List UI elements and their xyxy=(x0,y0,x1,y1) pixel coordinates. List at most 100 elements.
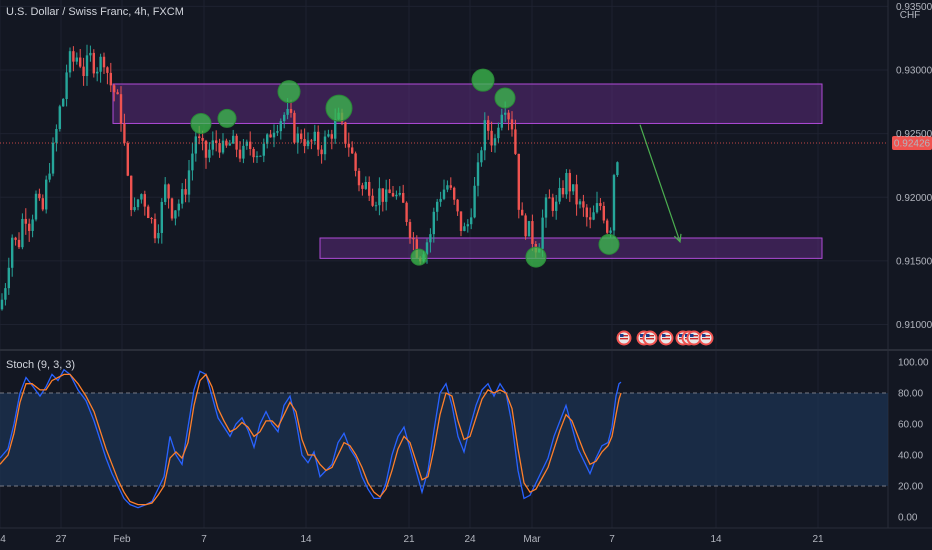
price-tick-label: 0.91000 xyxy=(896,320,932,331)
us-flag-icon[interactable] xyxy=(616,330,632,346)
stoch-tick-label: 20.00 xyxy=(898,482,923,493)
flag-icon-canton xyxy=(679,334,683,337)
time-tick-label: 7 xyxy=(201,534,207,545)
candle-body xyxy=(147,206,150,219)
candle-body xyxy=(378,188,381,206)
candle-body xyxy=(266,134,269,144)
last-price-tag xyxy=(892,136,932,151)
flag-icon-stripe xyxy=(662,338,670,340)
candle-body xyxy=(306,140,310,147)
candle xyxy=(96,67,99,82)
candle xyxy=(164,177,167,206)
candle-body xyxy=(75,57,78,62)
projection-arrow xyxy=(639,124,681,243)
candle-body xyxy=(187,170,191,195)
price-tick-label: 0.91500 xyxy=(896,256,932,267)
candle xyxy=(439,191,442,207)
candle-body xyxy=(296,133,299,143)
candle-body xyxy=(439,198,442,202)
candle xyxy=(473,176,476,219)
stoch-tick-label: 0.00 xyxy=(898,513,918,524)
candle xyxy=(558,177,561,205)
candle xyxy=(177,199,180,217)
candle-body xyxy=(500,114,503,128)
candle-body xyxy=(55,128,58,143)
candle xyxy=(24,208,27,235)
candle-body xyxy=(82,66,85,77)
candle-body xyxy=(470,217,473,225)
candle-body xyxy=(347,143,350,148)
us-flag-icon[interactable] xyxy=(658,330,674,346)
candle xyxy=(361,182,364,196)
candle xyxy=(201,130,204,151)
pattern-marker xyxy=(190,112,212,134)
flag-icon-canton xyxy=(640,334,644,337)
candle-body xyxy=(330,134,333,139)
price-tick-label: 0.93000 xyxy=(896,66,932,77)
candle xyxy=(45,175,48,214)
candle-body xyxy=(323,136,327,155)
us-flag-icon[interactable] xyxy=(642,330,658,346)
candle-body xyxy=(28,223,31,231)
candle xyxy=(34,190,38,222)
time-tick-label: 4 xyxy=(0,534,6,545)
us-flag-icon[interactable] xyxy=(698,330,714,346)
candle xyxy=(99,53,102,83)
candle xyxy=(555,194,558,220)
pattern-marker xyxy=(277,80,301,104)
candle xyxy=(150,217,153,224)
candle xyxy=(119,86,123,132)
candle xyxy=(276,124,279,136)
candle-body xyxy=(221,140,225,153)
flag-icon-canton xyxy=(662,334,666,337)
candle-body xyxy=(327,134,330,137)
candle-body xyxy=(561,187,565,195)
candle-body xyxy=(143,194,146,207)
candle xyxy=(262,138,265,163)
candle xyxy=(599,198,602,211)
candle xyxy=(21,213,24,250)
candle xyxy=(317,125,320,157)
candle xyxy=(517,153,520,219)
candle-body xyxy=(272,132,276,138)
candle-body xyxy=(228,143,231,146)
candle-body xyxy=(31,219,34,231)
candle xyxy=(272,124,276,148)
candle xyxy=(187,159,191,203)
candle-body xyxy=(368,181,371,196)
candle xyxy=(235,133,238,158)
candle-body xyxy=(442,189,446,199)
arrow-head xyxy=(673,233,682,244)
candle xyxy=(259,155,262,157)
candle-body xyxy=(123,123,126,144)
candle-body xyxy=(555,201,558,211)
candle xyxy=(456,198,459,216)
candle-body xyxy=(558,187,561,202)
candle xyxy=(238,141,242,163)
candle xyxy=(106,66,109,85)
candle-body xyxy=(4,288,7,300)
candle-body xyxy=(493,138,497,146)
candle xyxy=(113,83,116,102)
candle xyxy=(194,130,197,162)
candle xyxy=(398,186,401,197)
candle-body xyxy=(225,140,228,146)
candle xyxy=(79,49,82,69)
candle xyxy=(351,141,354,154)
candle-body xyxy=(303,139,306,147)
candle-body xyxy=(374,205,378,207)
candle-body xyxy=(412,238,415,240)
candle xyxy=(391,185,395,197)
candle-body xyxy=(612,175,616,231)
candle-body xyxy=(504,112,507,115)
candle-body xyxy=(548,197,551,199)
candle-body xyxy=(300,133,303,140)
candle xyxy=(408,219,412,244)
candle xyxy=(303,128,306,154)
candle-body xyxy=(310,140,313,142)
candle xyxy=(364,176,367,190)
candle xyxy=(459,211,463,237)
candle-body xyxy=(109,72,112,86)
candle xyxy=(170,197,174,221)
